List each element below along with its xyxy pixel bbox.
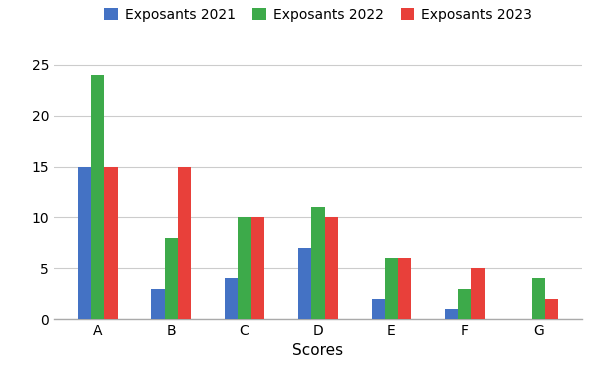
Bar bbox=[385, 258, 398, 319]
Bar bbox=[151, 289, 164, 319]
Bar bbox=[472, 268, 485, 319]
Bar bbox=[532, 278, 545, 319]
Bar bbox=[78, 167, 91, 319]
Bar bbox=[104, 167, 118, 319]
Bar bbox=[164, 238, 178, 319]
Bar bbox=[178, 167, 191, 319]
Bar bbox=[445, 309, 458, 319]
Bar bbox=[251, 217, 265, 319]
Bar bbox=[311, 207, 325, 319]
Bar bbox=[91, 75, 104, 319]
X-axis label: Scores: Scores bbox=[292, 344, 344, 358]
Bar bbox=[298, 248, 311, 319]
Bar bbox=[458, 289, 472, 319]
Bar bbox=[371, 299, 385, 319]
Bar bbox=[398, 258, 411, 319]
Bar bbox=[238, 217, 251, 319]
Bar bbox=[325, 217, 338, 319]
Legend: Exposants 2021, Exposants 2022, Exposants 2023: Exposants 2021, Exposants 2022, Exposant… bbox=[98, 2, 538, 27]
Bar bbox=[545, 299, 558, 319]
Bar bbox=[225, 278, 238, 319]
